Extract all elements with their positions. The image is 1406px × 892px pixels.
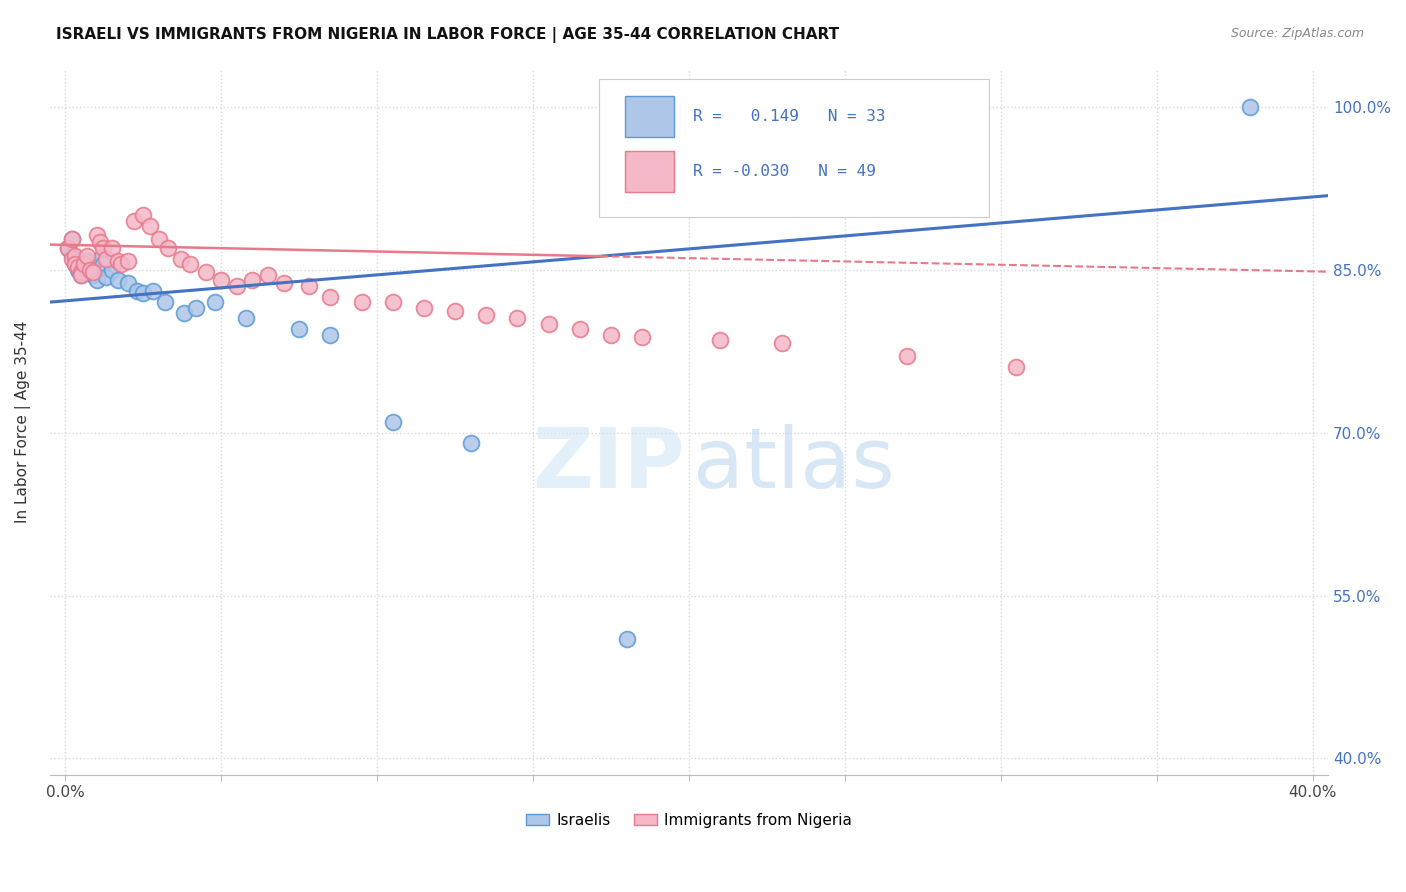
Point [66, 262, 89, 277]
Point [66, 260, 89, 275]
Point [63, 252, 86, 266]
Bar [626, 96, 673, 137]
Point [70, 268, 93, 282]
Bar [626, 151, 673, 192]
Point [58, 241, 80, 255]
Point [70, 268, 93, 282]
Text: Source: ZipAtlas.com: Source: ZipAtlas.com [1230, 27, 1364, 40]
Point [179, 257, 201, 271]
Point [58, 241, 80, 255]
Point [82, 265, 104, 279]
Point [616, 632, 638, 646]
Point [94, 252, 117, 266]
Point [157, 241, 180, 255]
Point [319, 327, 342, 342]
Point [89, 252, 111, 266]
Point [148, 232, 170, 246]
Point [319, 290, 342, 304]
Point [107, 273, 129, 287]
Point [86, 227, 108, 242]
Point [122, 213, 145, 227]
Point [568, 322, 591, 336]
Point [186, 301, 208, 315]
Point [444, 303, 467, 318]
Point [110, 257, 132, 271]
Point [60, 232, 83, 246]
Point [142, 285, 165, 299]
FancyBboxPatch shape [599, 79, 990, 217]
Point [76, 253, 98, 268]
Point [350, 295, 373, 310]
Point [242, 273, 264, 287]
Point [257, 268, 280, 282]
Text: ISRAELI VS IMMIGRANTS FROM NIGERIA IN LABOR FORCE | AGE 35-44 CORRELATION CHART: ISRAELI VS IMMIGRANTS FROM NIGERIA IN LA… [56, 27, 839, 43]
Point [70, 265, 93, 279]
Text: R =   0.149   N = 33: R = 0.149 N = 33 [693, 109, 886, 124]
Y-axis label: In Labor Force | Age 35-44: In Labor Force | Age 35-44 [15, 320, 31, 523]
Point [82, 268, 104, 282]
Point [89, 235, 111, 250]
Point [60, 252, 83, 266]
Point [107, 253, 129, 268]
Point [132, 286, 155, 301]
Point [117, 253, 139, 268]
Point [63, 257, 86, 271]
Point [153, 295, 176, 310]
Point [91, 241, 114, 255]
Point [101, 262, 124, 277]
Point [79, 265, 101, 279]
Point [475, 308, 498, 322]
Point [460, 436, 482, 450]
Point [288, 322, 311, 336]
Point [76, 250, 98, 264]
Point [60, 232, 83, 246]
Point [381, 295, 404, 310]
Point [772, 336, 794, 351]
Point [631, 330, 654, 344]
Point [506, 311, 529, 326]
Point [709, 333, 731, 347]
Point [94, 270, 117, 285]
Point [79, 262, 101, 277]
Point [73, 260, 96, 275]
Point [170, 252, 193, 266]
Point [235, 311, 257, 326]
Point [63, 257, 86, 271]
Point [60, 248, 83, 262]
Point [273, 276, 295, 290]
Text: ZIP: ZIP [533, 424, 685, 505]
Legend: Israelis, Immigrants from Nigeria: Israelis, Immigrants from Nigeria [520, 807, 858, 834]
Point [73, 257, 96, 271]
Point [117, 276, 139, 290]
Point [173, 306, 195, 320]
Point [204, 295, 226, 310]
Point [101, 241, 124, 255]
Point [896, 350, 918, 364]
Point [225, 278, 247, 293]
Point [125, 285, 148, 299]
Point [194, 265, 217, 279]
Point [537, 317, 560, 331]
Text: R = -0.030   N = 49: R = -0.030 N = 49 [693, 164, 876, 179]
Point [600, 327, 623, 342]
Point [1239, 99, 1261, 113]
Point [297, 278, 319, 293]
Point [63, 250, 86, 264]
Point [381, 415, 404, 429]
Point [413, 301, 436, 315]
Text: atlas: atlas [693, 424, 894, 505]
Point [70, 265, 93, 279]
Point [86, 273, 108, 287]
Point [91, 257, 114, 271]
Point [138, 219, 160, 233]
Point [209, 273, 232, 287]
Point [132, 208, 155, 222]
Point [1005, 360, 1028, 375]
